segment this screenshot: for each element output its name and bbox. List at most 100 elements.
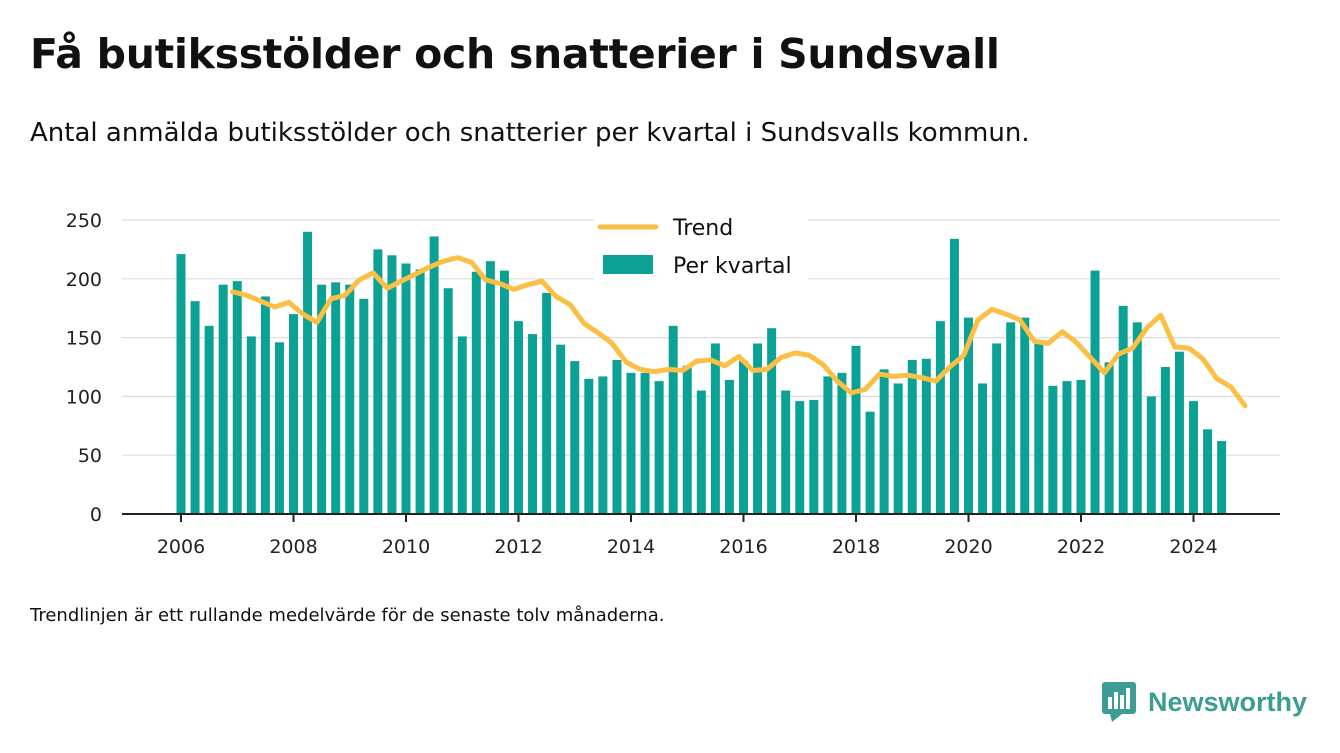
bar	[612, 359, 622, 514]
footnote: Trendlinjen är ett rullande medelvärde f…	[30, 605, 665, 626]
bar	[654, 381, 664, 514]
bar	[457, 336, 467, 514]
bar	[1020, 317, 1030, 514]
x-tick-label: 2020	[944, 536, 992, 558]
bar	[964, 317, 973, 514]
bar	[528, 334, 538, 514]
bar	[668, 325, 678, 514]
bar	[401, 263, 411, 514]
brand-logo: Newsworthy	[1102, 682, 1307, 722]
bar	[921, 358, 931, 514]
legend-background	[594, 210, 808, 290]
x-tick-label: 2014	[607, 536, 655, 558]
bar	[317, 284, 327, 514]
bar	[893, 383, 903, 514]
legend-trend-label: Trend	[672, 216, 733, 241]
bar	[331, 282, 341, 514]
bar	[387, 255, 397, 514]
bar	[682, 365, 692, 514]
x-axis: 2006 2008 2010 2012 2014 2016 2018 2020 2022 2024	[122, 513, 1280, 558]
x-tick-label: 2008	[269, 536, 317, 558]
chart-title: Få butiksstölder och snatterier i Sundsv…	[30, 30, 1000, 78]
y-tick-label: 0	[90, 504, 102, 526]
trend-line	[230, 255, 1248, 409]
x-tick-label: 2016	[719, 536, 767, 558]
bar	[1189, 401, 1198, 514]
bar	[1174, 351, 1184, 514]
x-tick-label: 2010	[382, 536, 430, 558]
bar	[753, 343, 763, 514]
bar	[1076, 379, 1086, 514]
bar	[471, 271, 481, 514]
bar	[345, 284, 355, 514]
bar	[1146, 396, 1156, 514]
bar	[1132, 322, 1142, 514]
bar	[514, 321, 523, 514]
bar	[274, 342, 284, 514]
bar	[851, 345, 861, 514]
bar	[1048, 385, 1058, 514]
bar	[837, 372, 847, 514]
newsworthy-logo-icon	[1102, 682, 1136, 722]
bar	[190, 301, 200, 514]
bar	[373, 249, 383, 514]
y-tick-label: 100	[66, 386, 102, 408]
bar	[992, 343, 1002, 514]
bar	[542, 292, 552, 514]
chart-subtitle: Antal anmälda butiksstölder och snatteri…	[30, 118, 1030, 148]
bar	[443, 288, 453, 514]
bar	[724, 379, 734, 514]
legend: Trend Per kvartal	[594, 210, 808, 290]
bar	[865, 411, 875, 514]
bar	[204, 325, 214, 514]
x-tick-label: 2024	[1169, 536, 1217, 558]
bar	[232, 281, 242, 514]
bar	[598, 376, 608, 514]
bar	[584, 378, 594, 514]
bar	[415, 269, 425, 514]
bar	[1090, 270, 1100, 514]
bar	[809, 399, 819, 514]
bar	[1203, 429, 1213, 514]
bar	[1062, 381, 1072, 514]
bar	[1160, 367, 1170, 514]
bar	[260, 296, 270, 514]
bar	[710, 343, 720, 514]
bar	[640, 372, 650, 514]
y-tick-label: 50	[78, 445, 102, 467]
bar	[359, 298, 369, 514]
y-tick-label: 150	[66, 328, 102, 350]
bar	[1104, 362, 1114, 514]
bar	[907, 359, 917, 514]
x-tick-label: 2012	[494, 536, 542, 558]
bar	[795, 401, 805, 514]
bar	[1217, 441, 1227, 514]
y-tick-label: 200	[66, 269, 102, 291]
chart: 0 50 100 150 200 250 2006 2008 2010 2012 2014 2016…	[66, 210, 1280, 558]
bar	[176, 254, 186, 514]
bar	[1006, 322, 1016, 514]
bar	[949, 238, 959, 514]
legend-bar-swatch	[603, 255, 653, 274]
bar	[781, 390, 791, 514]
bar	[485, 261, 495, 514]
x-tick-label: 2022	[1057, 536, 1105, 558]
bar	[218, 284, 228, 514]
bar-series	[176, 231, 1227, 514]
bar	[556, 344, 566, 514]
legend-bar-label: Per kvartal	[673, 254, 792, 279]
bar	[570, 361, 580, 514]
bar	[978, 383, 988, 514]
bar	[879, 369, 889, 514]
bar	[246, 336, 256, 514]
bar	[1034, 343, 1044, 514]
x-tick-label: 2006	[157, 536, 205, 558]
bar	[935, 321, 945, 514]
y-axis: 0 50 100 150 200 250	[66, 210, 102, 526]
bar	[696, 390, 706, 514]
x-tick-label: 2018	[832, 536, 880, 558]
bar	[626, 372, 636, 514]
bar	[429, 236, 439, 514]
brand-name: Newsworthy	[1148, 686, 1308, 717]
bar	[739, 361, 748, 514]
